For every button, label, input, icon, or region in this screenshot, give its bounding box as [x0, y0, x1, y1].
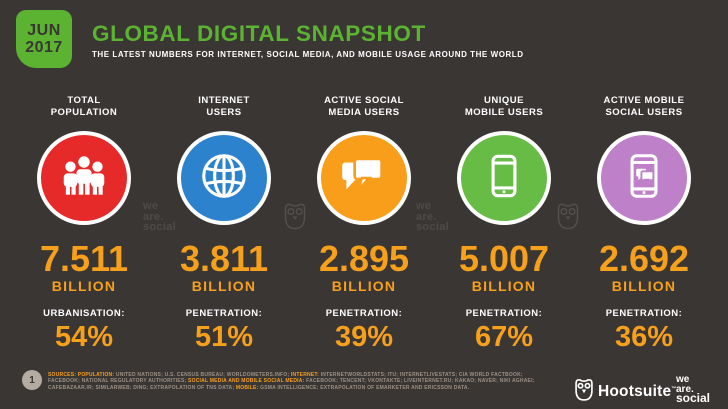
stat-unit: BILLION	[51, 278, 117, 294]
stat-column-mobile-users: UNIQUE MOBILE USERS 5.007 BILLION PENETR…	[434, 95, 574, 352]
globe-icon	[197, 149, 251, 208]
stat-label: UNIQUE MOBILE USERS	[464, 95, 544, 118]
date-badge: JUN 2017	[16, 10, 72, 68]
stat-value: 2.895	[318, 238, 410, 279]
social-media-circle	[317, 131, 411, 225]
stat-column-total-population: TOTAL POPULATION	[14, 95, 154, 352]
metric-value: 39%	[334, 321, 394, 353]
sources-text: SOURCES: POPULATION: UNITED NATIONS; U.S…	[48, 372, 535, 391]
hootsuite-owl-icon	[574, 377, 594, 407]
stat-column-internet-users: INTERNET USERS 3.811 BILLION PENETRATION…	[154, 95, 294, 352]
mobile-chat-icon	[617, 149, 671, 208]
we-are-social-watermark: we are. social	[143, 200, 176, 233]
stat-unit: BILLION	[331, 278, 397, 294]
metric-value: 67%	[474, 321, 534, 353]
metric-value: 51%	[194, 321, 254, 353]
stat-value: 2.692	[598, 238, 690, 279]
stat-unit: BILLION	[471, 278, 537, 294]
stat-label: ACTIVE MOBILE SOCIAL USERS	[603, 95, 685, 118]
hootsuite-owl-watermark-icon	[283, 201, 307, 236]
page-number-badge: 1	[22, 370, 42, 390]
smartphone-icon	[477, 149, 531, 208]
metric-label: PENETRATION:	[185, 308, 263, 319]
title-block: GLOBAL DIGITAL SNAPSHOT THE LATEST NUMBE…	[92, 21, 524, 59]
speech-bubbles-icon	[337, 149, 391, 208]
metric-label: PENETRATION:	[605, 308, 683, 319]
people-icon	[57, 149, 111, 208]
stat-label: TOTAL POPULATION	[50, 95, 118, 118]
hootsuite-wordmark: Hootsuite™	[598, 383, 677, 400]
stat-unit: BILLION	[611, 278, 677, 294]
population-circle	[37, 131, 131, 225]
stat-column-social-media-users: ACTIVE SOCIAL MEDIA USERS	[294, 95, 434, 352]
stat-value: 5.007	[458, 238, 550, 279]
mobile-circle	[457, 131, 551, 225]
metric-label: PENETRATION:	[465, 308, 543, 319]
stat-label: INTERNET USERS	[198, 95, 250, 118]
mobile-social-circle	[597, 131, 691, 225]
metric-value: 54%	[54, 321, 114, 353]
stat-column-mobile-social-users: ACTIVE MOBILE SOCIAL USERS	[574, 95, 714, 352]
stat-value: 3.811	[179, 238, 269, 279]
internet-circle	[177, 131, 271, 225]
metric-label: PENETRATION:	[325, 308, 403, 319]
hootsuite-logo: Hootsuite™	[574, 377, 676, 407]
metric-value: 36%	[614, 321, 674, 353]
stat-value: 7.511	[39, 238, 129, 279]
hootsuite-owl-watermark-icon	[556, 201, 580, 236]
we-are-social-watermark: we are. social	[416, 200, 449, 233]
metric-label: URBANISATION:	[43, 308, 125, 319]
page-title: GLOBAL DIGITAL SNAPSHOT	[92, 21, 426, 46]
page-subtitle: THE LATEST NUMBERS FOR INTERNET, SOCIAL …	[92, 50, 524, 59]
date-year: 2017	[25, 39, 63, 56]
stat-label: ACTIVE SOCIAL MEDIA USERS	[324, 95, 404, 118]
we-are-social-logo: we are. social	[676, 374, 711, 405]
stat-columns: TOTAL POPULATION	[14, 95, 714, 352]
stat-unit: BILLION	[191, 278, 257, 294]
date-month: JUN	[27, 22, 61, 39]
